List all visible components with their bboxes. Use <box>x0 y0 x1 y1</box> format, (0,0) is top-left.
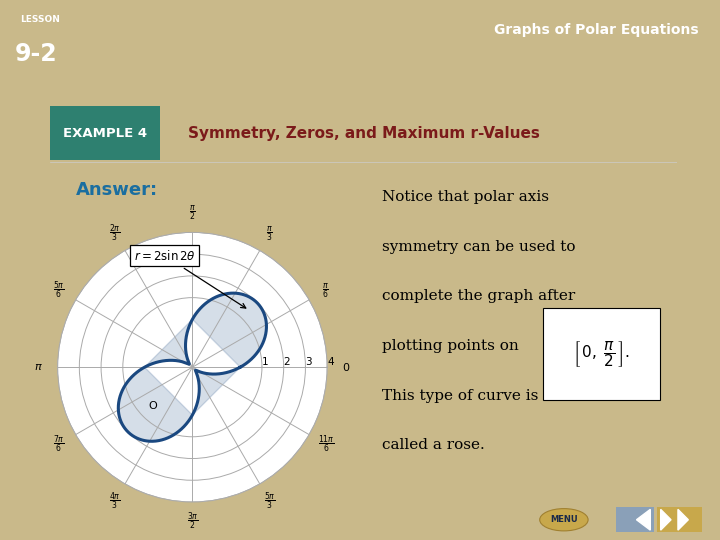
Text: MENU: MENU <box>550 515 577 524</box>
Text: This type of curve is: This type of curve is <box>382 389 539 403</box>
Text: complete the graph after: complete the graph after <box>382 289 576 303</box>
Polygon shape <box>636 509 650 530</box>
Text: plotting points on: plotting points on <box>382 339 519 353</box>
Text: EXAMPLE 4: EXAMPLE 4 <box>63 126 147 139</box>
Text: Answer:: Answer: <box>76 181 158 199</box>
Polygon shape <box>661 509 671 530</box>
Text: Notice that polar axis: Notice that polar axis <box>382 190 549 204</box>
Polygon shape <box>118 367 192 441</box>
Text: $\left[\,0,\;\dfrac{\pi}{2}\,\right].$: $\left[\,0,\;\dfrac{\pi}{2}\,\right].$ <box>573 339 630 369</box>
Bar <box>616 507 654 532</box>
Text: called a rose.: called a rose. <box>382 438 485 453</box>
Bar <box>657 507 702 532</box>
Ellipse shape <box>540 509 588 531</box>
Text: $r = 2\sin 2\theta$: $r = 2\sin 2\theta$ <box>134 249 246 308</box>
Bar <box>50 106 160 160</box>
Text: Graphs of Polar Equations: Graphs of Polar Equations <box>494 23 698 37</box>
Polygon shape <box>192 367 240 415</box>
Text: LESSON: LESSON <box>20 15 60 24</box>
Polygon shape <box>145 319 192 367</box>
Text: O: O <box>149 401 158 411</box>
Text: Symmetry, Zeros, and Maximum r-Values: Symmetry, Zeros, and Maximum r-Values <box>188 125 540 140</box>
Polygon shape <box>192 293 266 367</box>
Text: 9-2: 9-2 <box>15 42 58 66</box>
Text: symmetry can be used to: symmetry can be used to <box>382 240 576 254</box>
Polygon shape <box>678 509 688 530</box>
